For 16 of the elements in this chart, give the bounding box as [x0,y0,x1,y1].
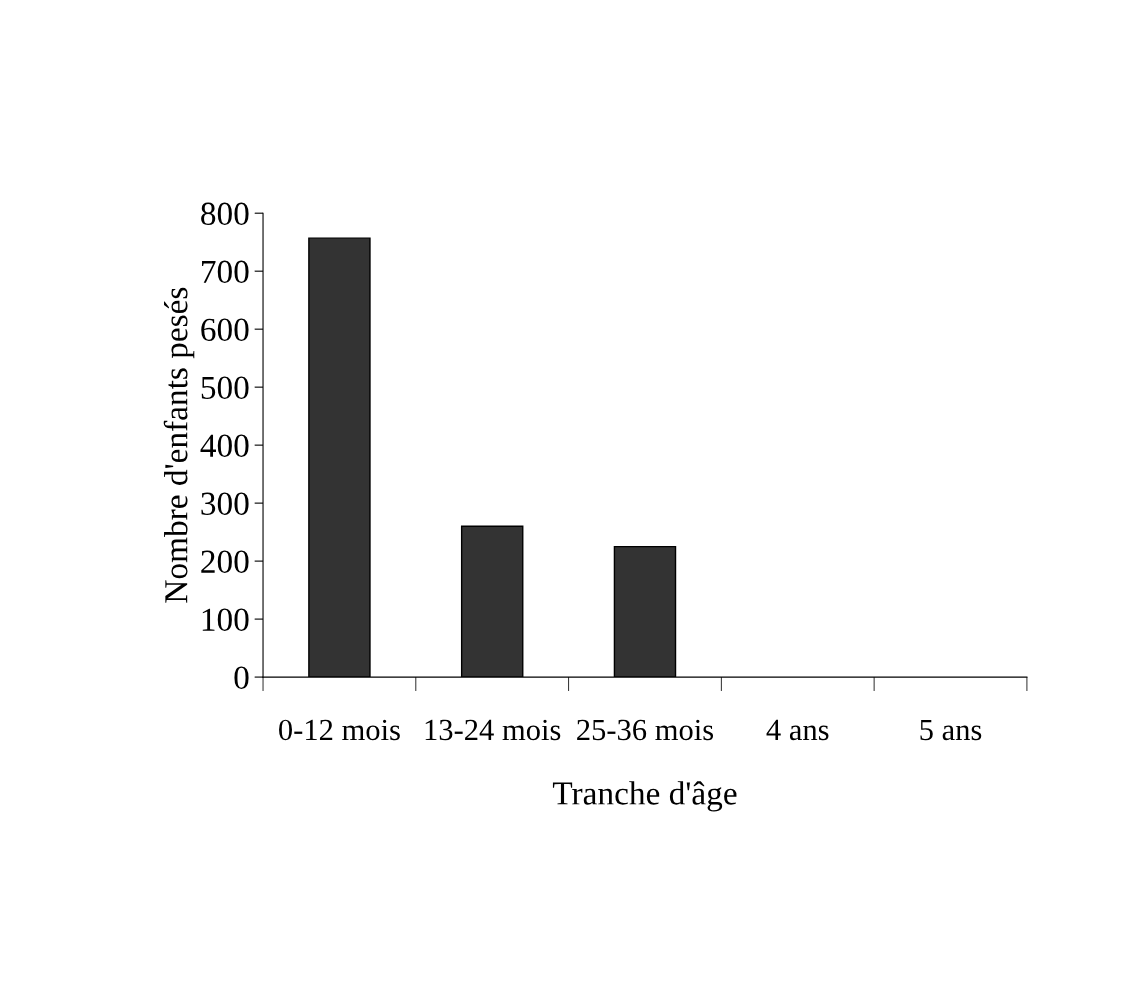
y-tick-label: 200 [201,550,249,573]
y-axis-title: Nombre d'enfants pesés [163,287,195,603]
y-tick-label: 800 [201,202,249,226]
y-tick-label: 400 [200,434,249,458]
y-tick-label: 0 [234,666,249,689]
x-tick-label: 0-12 mois [279,719,400,741]
x-tick-label: 25-36 mois [577,719,714,741]
x-tick-label: 4 ans [766,719,829,741]
y-tick-label: 100 [202,608,249,631]
y-tick-label: 300 [201,492,249,516]
y-tick-label: 600 [201,318,249,342]
y-tick-label: 500 [201,376,249,400]
y-tick-label: 700 [202,260,249,284]
x-tick-label: 13-24 mois [425,719,561,741]
x-tick-label: 5 ans [920,719,982,741]
x-axis-title: Tranche d'âge [552,781,737,812]
